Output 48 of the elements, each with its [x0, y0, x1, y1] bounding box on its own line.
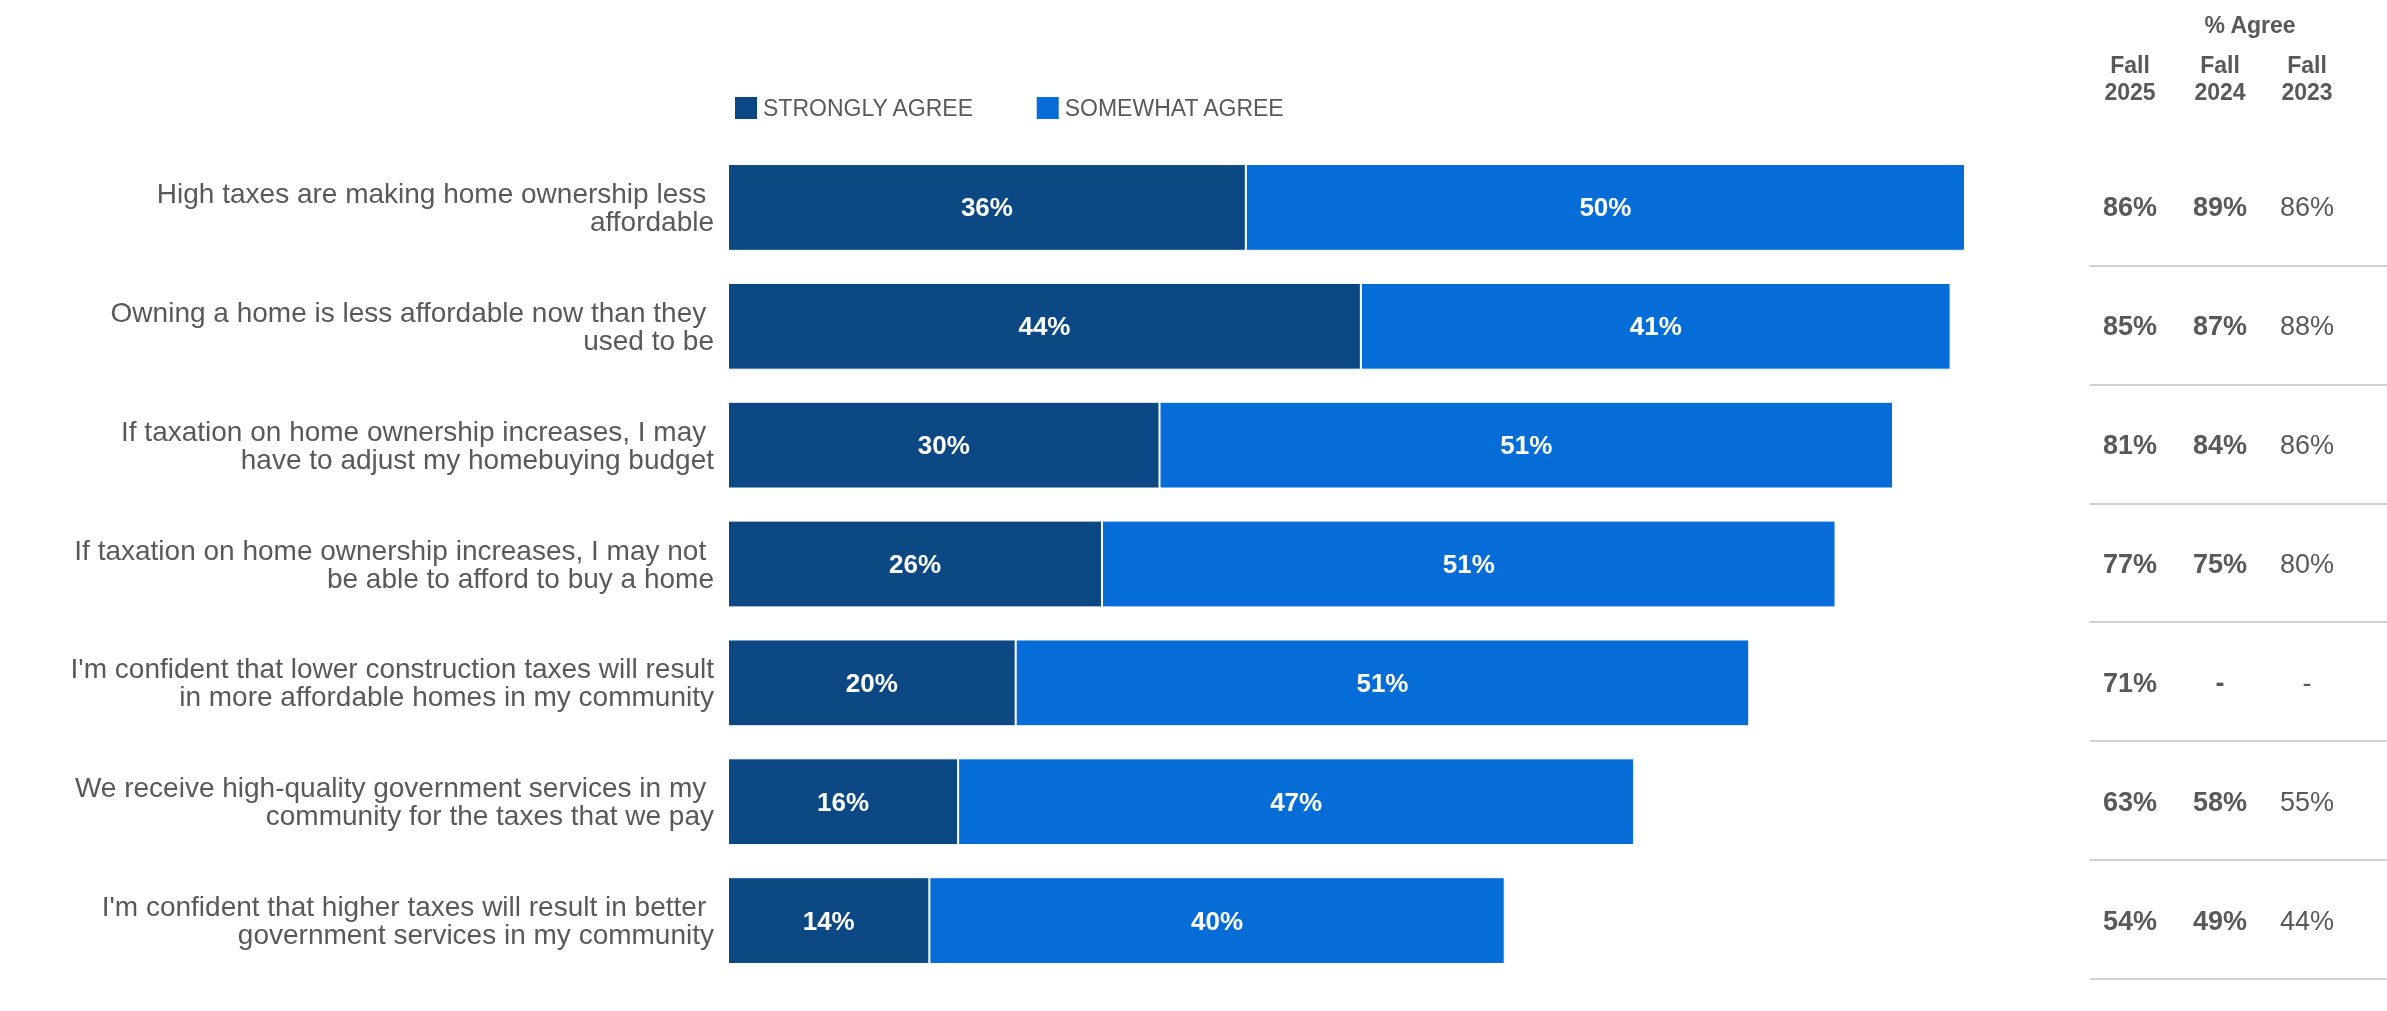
data-label: 16%	[817, 786, 870, 817]
text: 55%	[2279, 786, 2335, 817]
text: 77%	[2102, 548, 2158, 579]
text: 84%	[2192, 429, 2248, 460]
y-tick-label: I'm confident that lower construction taxes will result in more affordable homes in my community	[70, 653, 715, 713]
text: 85%	[2102, 310, 2158, 341]
text: 89%	[2192, 191, 2248, 222]
text: 86%	[2279, 429, 2335, 460]
text: 86%	[2279, 191, 2335, 222]
text: 86%	[2102, 191, 2158, 222]
text: 44%	[2279, 905, 2335, 936]
data-label: 51%	[1500, 430, 1553, 461]
y-tick-label: If taxation on home ownership increases, I may have to adjust my homebuying budget	[121, 415, 715, 475]
data-label: 30%	[917, 430, 970, 461]
category-label: Fall 2025	[2103, 52, 2157, 106]
legend-label: STRONGLY AGREE	[763, 95, 974, 121]
y-tick-label: Owning a home is less affordable now than they used to be	[110, 296, 714, 356]
data-label: 26%	[888, 549, 942, 579]
text: 75%	[2192, 548, 2248, 579]
legend-label: SOMEWHAT AGREE	[1064, 95, 1284, 121]
data-label: 40%	[1191, 905, 1244, 936]
text: 63%	[2102, 786, 2158, 817]
data-label: 44%	[1018, 311, 1071, 342]
text: -	[2215, 667, 2225, 698]
text: 58%	[2192, 786, 2248, 817]
text: -	[2302, 667, 2312, 698]
text: 87%	[2192, 310, 2248, 341]
y-tick-label: High taxes are making home ownership less affordable	[156, 177, 714, 237]
category-label: Fall 2023	[2280, 52, 2334, 106]
text: 88%	[2279, 310, 2335, 341]
data-label: 14%	[802, 905, 855, 936]
data-label: 20%	[845, 667, 898, 698]
y-tick-label: I'm confident that higher taxes will result in better government services in my community	[101, 891, 714, 951]
y-tick-label: We receive high-quality government services in my community for the taxes that we pay	[74, 772, 714, 832]
data-label: 50%	[1579, 192, 1632, 223]
text: 80%	[2279, 548, 2335, 579]
category-label: Fall 2024	[2193, 52, 2247, 106]
data-label: 51%	[1442, 549, 1495, 579]
data-label: 41%	[1629, 311, 1682, 342]
text: 71%	[2102, 667, 2158, 698]
y-tick-label: If taxation on home ownership increases, I may not be able to afford to buy a home	[74, 534, 714, 594]
text: 49%	[2192, 905, 2248, 936]
data-label: 47%	[1270, 786, 1323, 817]
text: 81%	[2102, 429, 2158, 460]
data-label: 51%	[1356, 667, 1409, 698]
data-label: 36%	[960, 192, 1013, 223]
text: % Agree	[2203, 12, 2297, 39]
text: 54%	[2102, 905, 2158, 936]
